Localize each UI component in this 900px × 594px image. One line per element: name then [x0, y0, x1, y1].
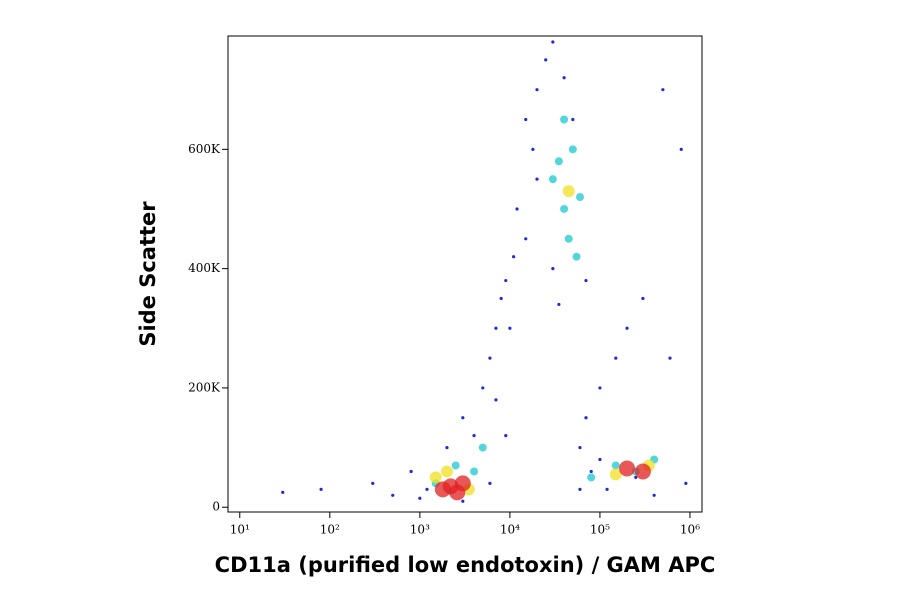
data-point: [605, 487, 609, 491]
x-axis-label: CD11a (purified low endotoxin) / GAM APC: [215, 553, 716, 577]
data-point: [481, 386, 485, 390]
data-point: [668, 356, 672, 360]
data-point: [568, 145, 577, 154]
data-point: [535, 177, 539, 181]
data-point: [584, 278, 588, 283]
data-point: [598, 386, 602, 390]
data-point: [524, 117, 528, 122]
data-point: [531, 147, 535, 151]
y-tick-label: 0: [212, 500, 220, 514]
data-point: [661, 88, 665, 92]
y-tick-label: 400K: [188, 261, 221, 275]
data-point: [281, 490, 285, 494]
data-point: [562, 76, 566, 80]
data-point: [524, 237, 528, 241]
data-point: [488, 481, 492, 485]
data-point: [504, 434, 508, 438]
y-axis-label: Side Scatter: [136, 201, 160, 347]
data-point: [554, 157, 563, 166]
data-point: [625, 326, 629, 330]
y-tick-label: 200K: [188, 380, 221, 394]
data-point: [409, 469, 413, 474]
x-tick-label: 10²: [320, 523, 340, 537]
data-point: [499, 296, 503, 301]
data-point: [445, 445, 449, 450]
data-point: [454, 475, 471, 492]
data-point: [572, 252, 581, 261]
data-point: [598, 457, 602, 462]
data-point: [548, 175, 557, 184]
data-point: [508, 326, 512, 330]
x-tick-label: 10¹: [230, 523, 250, 537]
data-point: [544, 58, 548, 62]
data-point: [488, 356, 492, 360]
data-point: [418, 496, 422, 500]
data-point: [494, 398, 498, 402]
data-point: [560, 115, 569, 124]
x-tick-label: 10⁴: [500, 523, 520, 537]
data-point: [535, 88, 539, 92]
data-point: [634, 463, 651, 480]
data-point: [634, 475, 638, 480]
data-point: [619, 460, 636, 477]
data-point: [440, 465, 453, 478]
data-point: [391, 493, 395, 497]
data-point: [515, 207, 519, 211]
data-point: [578, 445, 582, 450]
data-point: [551, 40, 555, 44]
data-point: [575, 193, 584, 202]
data-point: [587, 473, 596, 482]
data-point: [429, 471, 442, 484]
data-point: [571, 117, 575, 122]
data-point: [470, 467, 479, 476]
data-point: [609, 468, 622, 481]
data-point: [371, 481, 375, 485]
x-tick-label: 10³: [410, 523, 430, 537]
data-point: [425, 487, 429, 491]
data-point: [578, 487, 582, 491]
data-point: [461, 499, 465, 503]
data-point: [504, 278, 508, 283]
data-point: [512, 255, 516, 259]
data-point: [611, 461, 620, 470]
data-point: [652, 493, 656, 497]
data-point: [557, 302, 561, 307]
data-point: [472, 434, 476, 438]
data-point: [560, 204, 569, 213]
plot-frame: [227, 35, 703, 513]
data-point: [614, 356, 618, 360]
data-point: [684, 481, 688, 485]
data-point: [564, 234, 573, 243]
x-tick-label: 10⁵: [590, 523, 610, 537]
data-point: [451, 461, 460, 470]
data-point: [562, 185, 575, 198]
x-tick-label: 10⁶: [680, 523, 700, 537]
data-point: [319, 487, 323, 491]
data-point: [478, 443, 487, 452]
data-point: [679, 147, 683, 151]
data-point: [589, 469, 593, 474]
y-tick-label: 600K: [188, 142, 221, 156]
data-point: [584, 416, 588, 420]
data-point: [494, 326, 498, 330]
data-point: [461, 416, 465, 420]
data-point: [641, 296, 645, 301]
data-point: [551, 267, 555, 271]
